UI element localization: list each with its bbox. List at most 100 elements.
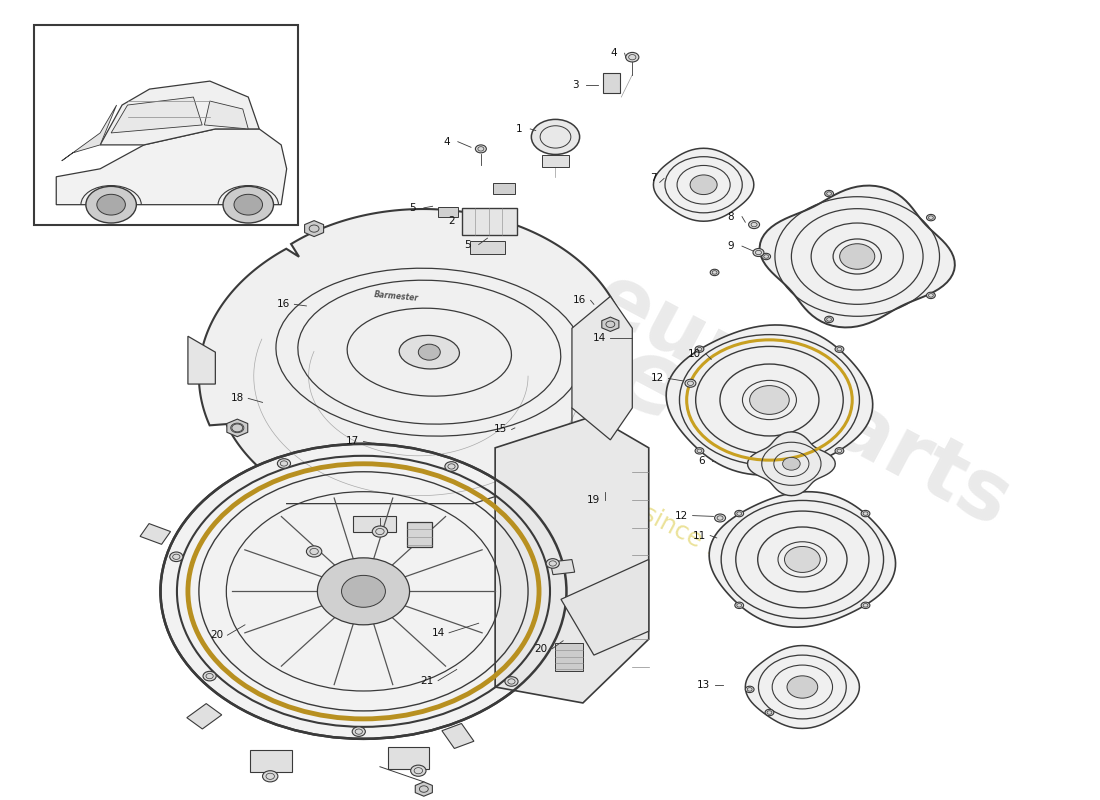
Bar [556,643,583,671]
Circle shape [352,727,365,736]
Text: 4: 4 [443,137,450,146]
Text: 8: 8 [728,212,735,222]
Text: 18: 18 [231,394,244,403]
Text: 5: 5 [464,239,471,250]
Bar [34,26,298,225]
Circle shape [861,602,870,609]
Polygon shape [760,186,955,327]
Polygon shape [352,515,396,531]
Circle shape [341,575,385,607]
Circle shape [410,765,426,776]
Circle shape [754,249,764,257]
Circle shape [926,292,935,298]
Circle shape [263,770,278,782]
Circle shape [782,458,800,470]
Text: e: e [594,323,704,446]
Polygon shape [188,336,216,384]
Circle shape [746,686,755,693]
Circle shape [234,194,263,215]
Text: 11: 11 [693,530,706,541]
Circle shape [762,254,770,260]
Circle shape [735,602,744,609]
Circle shape [161,444,566,739]
Circle shape [926,214,935,221]
Polygon shape [305,221,323,237]
Text: 7: 7 [650,174,657,183]
Bar [603,73,620,93]
Text: euroParts: euroParts [580,256,1024,544]
Text: 19: 19 [587,494,601,505]
Polygon shape [667,325,872,475]
Polygon shape [653,148,754,222]
Circle shape [839,244,875,270]
Polygon shape [199,209,628,515]
Text: 2: 2 [448,216,454,226]
Polygon shape [416,782,432,796]
Text: 5: 5 [409,203,416,213]
Circle shape [695,346,704,352]
Text: 4: 4 [610,48,617,58]
Circle shape [86,186,136,223]
Bar [438,207,458,217]
Text: 1: 1 [516,124,522,134]
Circle shape [307,546,322,557]
Ellipse shape [399,335,460,369]
Circle shape [784,546,821,573]
Polygon shape [227,419,248,437]
Circle shape [505,677,518,686]
Text: 20: 20 [210,630,223,640]
Text: 10: 10 [689,349,702,358]
Circle shape [711,270,719,276]
Text: 17: 17 [345,437,359,446]
Polygon shape [561,559,649,655]
Text: 14: 14 [431,628,444,638]
Circle shape [547,558,559,568]
Bar [442,723,474,749]
Circle shape [372,526,387,537]
Text: 21: 21 [420,676,433,686]
Circle shape [786,676,817,698]
Circle shape [825,316,834,322]
Polygon shape [495,416,649,703]
Text: 13: 13 [697,681,711,690]
Circle shape [861,510,870,517]
Text: 16: 16 [277,299,290,310]
Polygon shape [205,101,249,129]
Text: 6: 6 [698,455,705,466]
Polygon shape [62,105,117,161]
Circle shape [318,558,409,625]
Circle shape [750,386,789,414]
Circle shape [695,448,704,454]
Circle shape [766,710,773,716]
Text: 16: 16 [573,295,586,306]
Circle shape [223,186,274,223]
Circle shape [690,175,717,194]
Text: 20: 20 [535,644,548,654]
Bar [187,703,222,729]
Bar [542,155,569,167]
Bar [550,559,574,574]
Polygon shape [748,432,835,496]
Bar [407,522,431,547]
Circle shape [444,462,458,471]
Text: a p    rts since 1985: a p rts since 1985 [550,454,770,586]
Polygon shape [100,81,260,145]
Text: Barmester: Barmester [374,290,419,302]
Circle shape [735,510,744,517]
Circle shape [418,344,440,360]
Circle shape [626,53,639,62]
Polygon shape [746,646,859,729]
Circle shape [825,190,834,197]
Text: 12: 12 [675,510,689,521]
Bar [493,183,515,194]
Polygon shape [602,317,619,331]
Bar [470,242,505,254]
Circle shape [835,346,844,352]
Text: 12: 12 [651,374,664,383]
Bar [140,523,170,544]
Bar [387,746,429,769]
Bar [462,208,517,235]
Circle shape [97,194,125,215]
Text: 3: 3 [572,80,579,90]
Circle shape [685,379,696,387]
